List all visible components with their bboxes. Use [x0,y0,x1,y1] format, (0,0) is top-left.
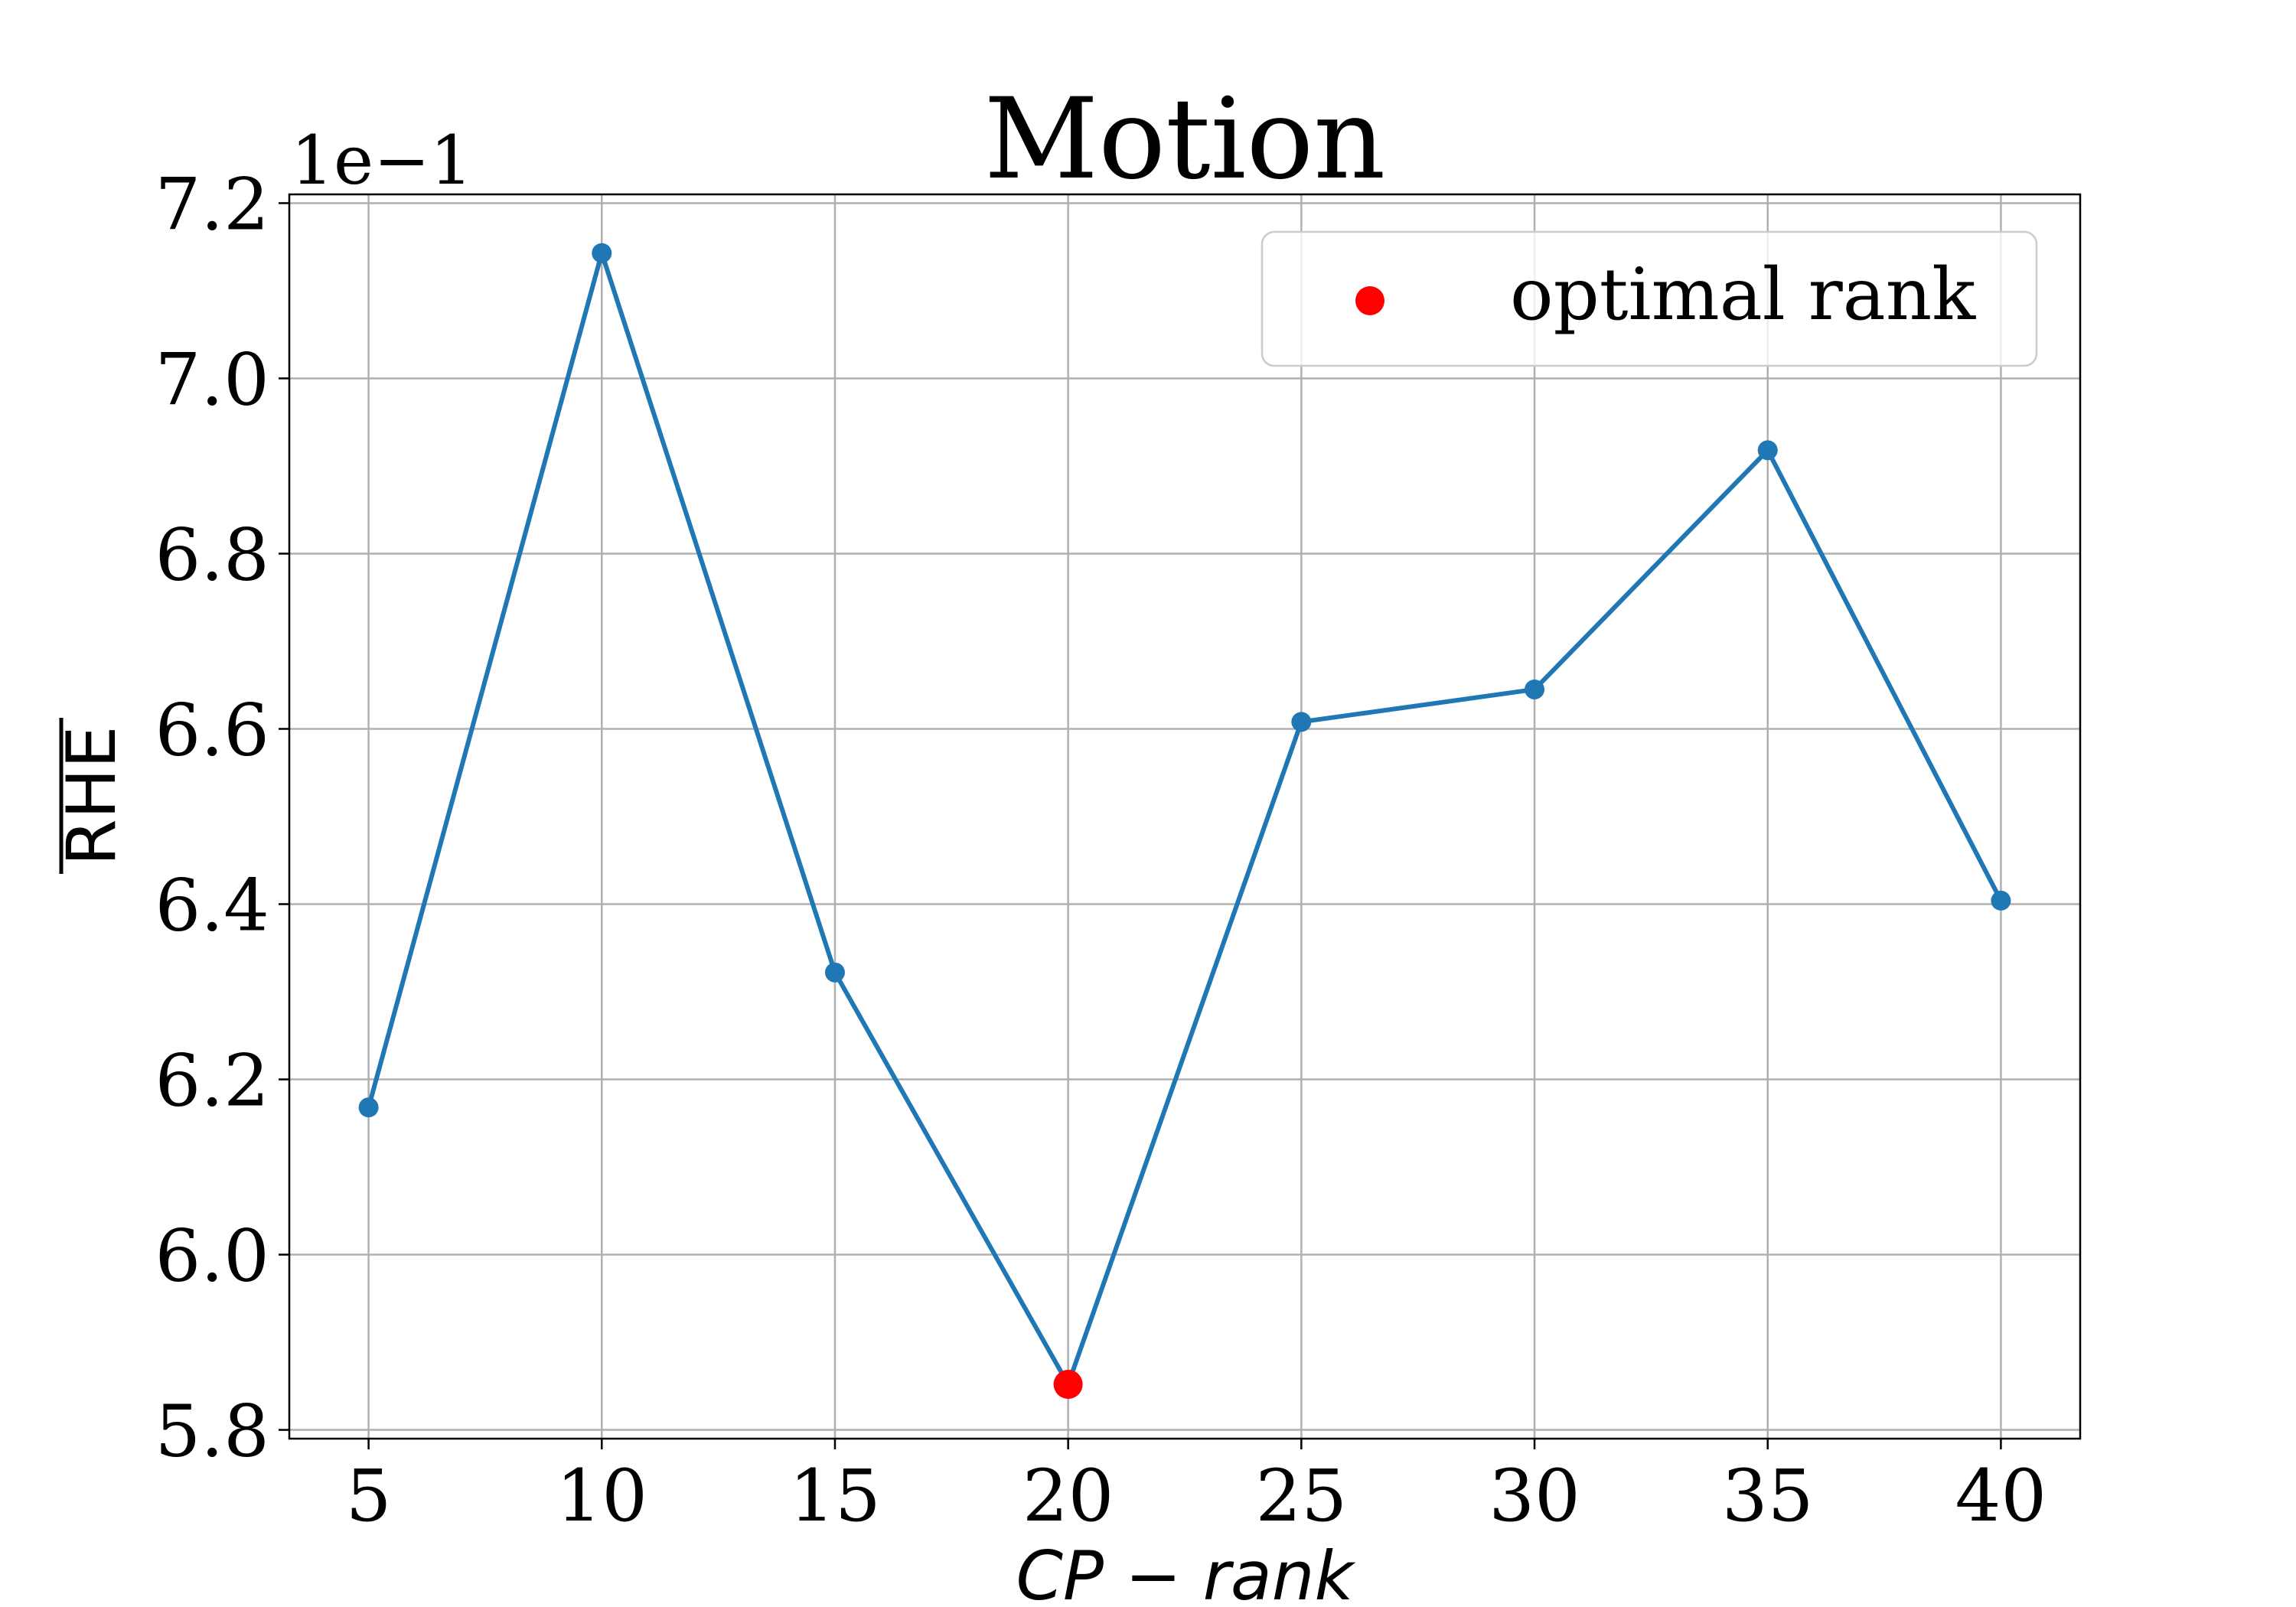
y-axis-label: RHE [52,726,131,866]
x-tick-label: 35 [1722,1455,1814,1538]
x-tick-label: 5 [346,1455,392,1538]
x-tick-label: 30 [1489,1455,1580,1538]
series-line [366,250,2004,1387]
data-point [1757,440,1778,461]
y-axis-label-group: RHE [52,718,131,874]
data-point [1991,890,2011,911]
optimal-rank-point [1053,1370,1083,1400]
series-layer [358,243,2011,1400]
ticks: 5 10 15 20 25 30 35 40 5.8 6.0 6.2 6.4 6.6 6.8 7.0 7.2 [155,163,2047,1538]
y-tick-label: 6.4 [155,865,270,948]
y-tick-label: 6.2 [155,1040,270,1123]
data-point [1291,712,1312,732]
x-tick-label: 15 [789,1455,881,1538]
x-tick-label: 25 [1256,1455,1348,1538]
grid [289,194,2080,1439]
x-tick-label: 40 [1955,1455,2047,1538]
chart-title: Motion [984,74,1386,204]
y-tick-label: 7.0 [155,338,270,422]
y-tick-label: 7.2 [155,163,270,246]
x-axis-label: CP − rank [1016,1537,1355,1607]
legend-label: optimal rank [1510,253,1976,337]
x-axis-label-group: CP − rank [1016,1537,1355,1607]
data-point [1525,679,1545,699]
y-scale-label: 1e−1 [291,121,473,200]
data-point [592,243,612,263]
legend-box [1261,230,2038,367]
y-tick-label: 5.8 [155,1390,270,1474]
data-point [824,962,845,983]
y-tick-label: 6.8 [155,513,270,597]
y-tick-label: 6.6 [155,689,270,772]
axes-frame [288,193,2082,1440]
x-tick-label: 10 [556,1455,647,1538]
x-tick-label: 20 [1022,1455,1114,1538]
legend: optimal rank [1261,230,2038,367]
y-tick-label: 6.0 [155,1215,270,1299]
legend-marker [1355,286,1384,315]
data-point [358,1097,379,1118]
